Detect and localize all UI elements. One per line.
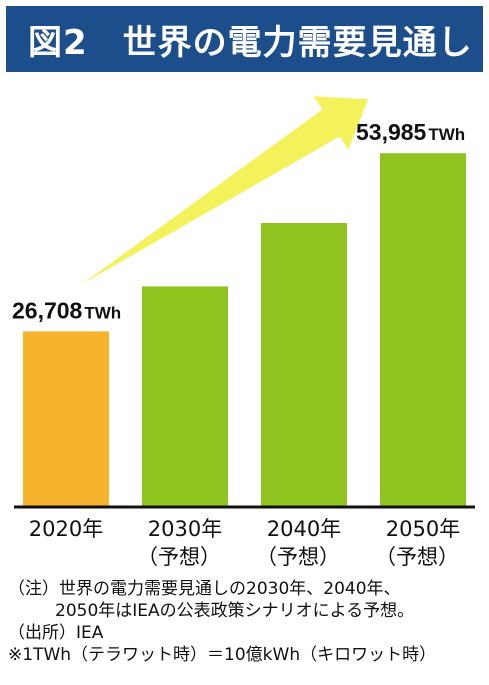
bar-2020年 <box>23 331 109 506</box>
unit-note-line: ※1TWh（テラワット時）＝10億kWh（キロワット時） <box>8 645 437 665</box>
bar-2050年 <box>380 153 466 506</box>
data-label-unit: TWh <box>84 303 121 322</box>
footnotes: （注）世界の電力需要見通しの2030年、2040年、 2050年はIEAの公表政… <box>8 578 486 666</box>
source-line: （出所）IEA <box>8 623 104 643</box>
x-tick-sublabel: （予想） <box>256 545 340 569</box>
data-label-unit: TWh <box>428 125 465 144</box>
chart-title: 図2 世界の電力需要見通し <box>28 22 473 63</box>
bar-2030年 <box>142 286 228 506</box>
x-tick-sublabel: （予想） <box>375 545 459 569</box>
x-tick-label: 2040年 <box>267 517 341 541</box>
title-banner: 図2 世界の電力需要見通し <box>6 6 483 72</box>
x-tick-label: 2020年 <box>29 517 103 541</box>
note-line: （注）世界の電力需要見通しの2030年、2040年、 <box>8 579 401 599</box>
data-label: 26,708 TWh <box>12 297 121 323</box>
data-label-value: 26,708 <box>12 297 83 323</box>
bar-chart: 2020年 2030年（予想）2040年（予想）2050年（予想）26,708 TW… <box>12 96 475 569</box>
x-tick-label: 2050年 <box>386 517 460 541</box>
note-line: 2050年はIEAの公表政策シナリオによる予想。 <box>55 601 415 621</box>
data-label: 53,985 TWh <box>356 119 465 145</box>
x-tick-sublabel: （予想） <box>137 545 221 569</box>
bar-2040年 <box>261 223 347 506</box>
data-label-value: 53,985 <box>356 119 427 145</box>
rising-arrow <box>83 96 368 284</box>
x-tick-label: 2030年 <box>148 517 222 541</box>
